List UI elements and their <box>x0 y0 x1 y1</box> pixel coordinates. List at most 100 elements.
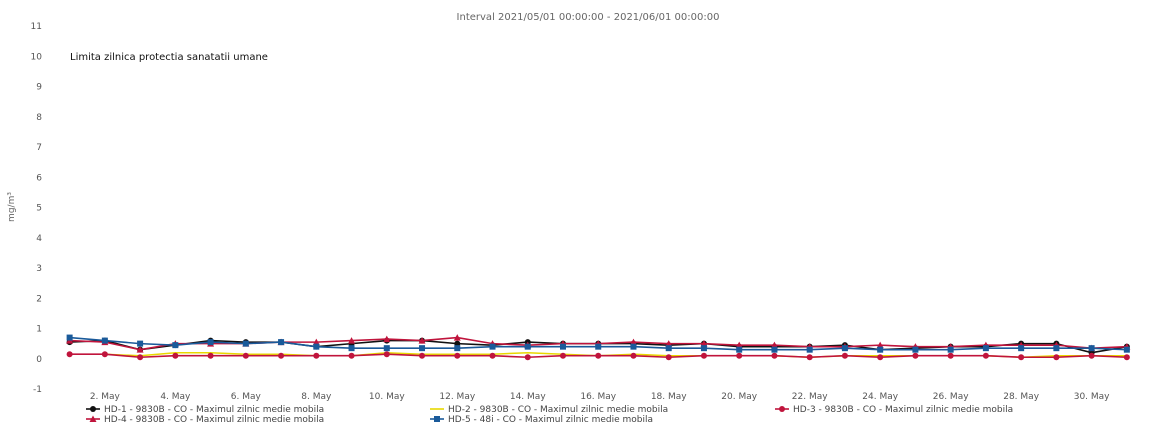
x-axis-ticks: 2. May 4. May 6. May 8. May 10. May 12. May 14… <box>90 392 1110 402</box>
legend-item: HD-5 - 48i - CO - Maximul zilnic medie m… <box>430 415 653 425</box>
legend-swatch-marker <box>434 416 440 422</box>
series-3-point <box>1088 352 1095 359</box>
series-4-point <box>383 335 391 343</box>
series-5 <box>66 334 1130 353</box>
series-4-point <box>770 341 778 349</box>
series-3-point <box>806 354 813 361</box>
x-tick-label: 30. May <box>1074 392 1110 402</box>
series-5-point <box>559 343 566 350</box>
x-tick-label: 18. May <box>651 392 687 402</box>
legend-swatch-marker <box>779 406 785 412</box>
x-tick-label: 16. May <box>580 392 616 402</box>
x-tick-label: 12. May <box>439 392 475 402</box>
series-3-point <box>207 352 214 359</box>
series-5-point <box>524 343 531 350</box>
series-5-point <box>383 345 390 352</box>
legend: HD-1 - 9830B - CO - Maximul zilnic medie… <box>86 405 1013 425</box>
series-3-point <box>1123 354 1130 361</box>
series-5-point <box>841 345 848 352</box>
series-layer <box>66 334 1131 361</box>
series-3-point <box>172 352 179 359</box>
x-tick-label: 26. May <box>933 392 969 402</box>
x-tick-label: 28. May <box>1003 392 1039 402</box>
limit-annotation: Limita zilnica protectia sanatatii umane <box>70 52 268 63</box>
x-tick-label: 8. May <box>301 392 332 402</box>
series-3-point <box>559 352 566 359</box>
series-3-point <box>665 354 672 361</box>
series-3-point <box>454 352 461 359</box>
series-5-point <box>348 345 355 352</box>
y-tick-label: 10 <box>31 52 43 62</box>
series-3-point <box>1053 354 1060 361</box>
series-3-point <box>841 352 848 359</box>
series-5-point <box>1018 345 1025 352</box>
y-tick-label: 8 <box>36 113 42 123</box>
legend-label: HD-3 - 9830B - CO - Maximul zilnic medie… <box>793 405 1013 415</box>
series-5-point <box>172 342 179 349</box>
series-5-point <box>595 343 602 350</box>
series-3-point <box>313 352 320 359</box>
series-5-point <box>1123 346 1130 353</box>
series-3-point <box>524 354 531 361</box>
y-tick-label: 5 <box>36 204 42 214</box>
series-5-point <box>912 346 919 353</box>
series-5-point <box>419 345 426 352</box>
series-3-point <box>771 352 778 359</box>
x-tick-label: 22. May <box>792 392 828 402</box>
series-5-point <box>207 339 214 346</box>
series-3-point <box>419 352 426 359</box>
series-3-point <box>66 351 73 358</box>
x-tick-label: 2. May <box>90 392 121 402</box>
series-3-point <box>630 352 637 359</box>
series-4-point <box>312 338 320 346</box>
x-tick-label: 4. May <box>160 392 191 402</box>
series-5-point <box>982 345 989 352</box>
series-3-point <box>595 352 602 359</box>
series-5-point <box>242 340 249 347</box>
y-tick-label: 1 <box>36 325 42 335</box>
series-4-point <box>700 340 708 347</box>
series-3-point <box>736 352 743 359</box>
x-tick-label: 24. May <box>862 392 898 402</box>
series-5-point <box>1053 345 1060 352</box>
series-3-point <box>912 352 919 359</box>
y-tick-label: 2 <box>36 294 42 304</box>
legend-label: HD-4 - 9830B - CO - Maximul zilnic medie… <box>104 415 324 425</box>
legend-label: HD-2 - 9830B - CO - Maximul zilnic medie… <box>448 405 668 415</box>
series-3-point <box>383 351 390 358</box>
series-5-point <box>877 346 884 353</box>
series-3-point <box>101 351 108 358</box>
series-1-point <box>454 340 461 347</box>
series-5-point <box>736 346 743 353</box>
y-tick-label: -1 <box>33 385 42 395</box>
y-tick-label: 9 <box>36 83 42 93</box>
y-tick-label: 7 <box>36 143 42 153</box>
series-3-point <box>348 352 355 359</box>
series-5-point <box>489 343 496 350</box>
legend-swatch-marker <box>90 406 96 412</box>
legend-swatch-marker <box>89 415 97 422</box>
x-tick-label: 6. May <box>231 392 262 402</box>
series-3-point <box>1018 354 1025 361</box>
series-5-point <box>771 346 778 353</box>
legend-item: HD-1 - 9830B - CO - Maximul zilnic medie… <box>86 405 324 415</box>
legend-label: HD-1 - 9830B - CO - Maximul zilnic medie… <box>104 405 324 415</box>
series-4-point <box>629 338 637 346</box>
y-tick-label: 0 <box>36 355 42 365</box>
series-4-point <box>453 334 461 341</box>
series-5-point <box>66 334 73 341</box>
series-3-point <box>242 352 249 359</box>
series-3-point <box>982 352 989 359</box>
legend-item: HD-4 - 9830B - CO - Maximul zilnic medie… <box>86 415 324 425</box>
series-5-point <box>101 337 108 344</box>
series-5-point <box>700 345 707 352</box>
series-5-point <box>947 346 954 353</box>
series-5-point <box>278 339 285 346</box>
series-3 <box>66 351 1130 361</box>
x-tick-label: 14. May <box>510 392 546 402</box>
series-5-point <box>806 346 813 353</box>
series-3-point <box>489 352 496 359</box>
series-5-point <box>1088 345 1095 352</box>
